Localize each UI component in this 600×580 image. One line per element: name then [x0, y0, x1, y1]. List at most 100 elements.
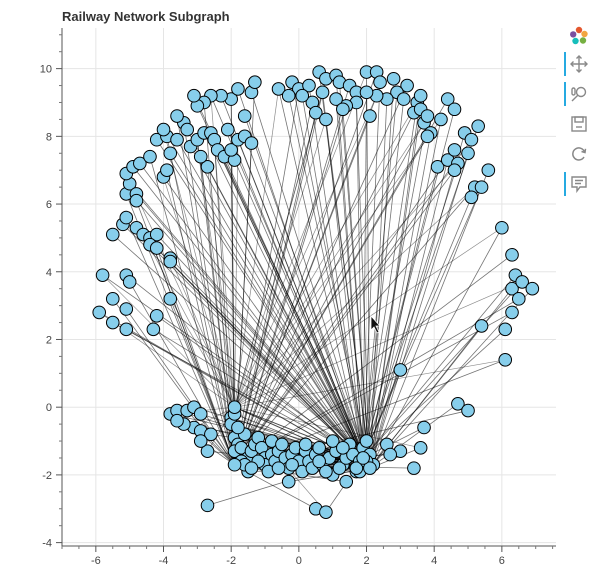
hub-node: [227, 457, 242, 472]
node: [193, 149, 208, 164]
node: [359, 85, 374, 100]
node: [373, 75, 387, 89]
node: [170, 132, 184, 147]
x-tick-label: 2: [363, 555, 369, 567]
node: [95, 268, 110, 282]
edge: [234, 102, 313, 465]
edge: [234, 102, 418, 408]
edge: [234, 85, 350, 465]
edge: [362, 92, 367, 458]
edge: [234, 163, 459, 408]
node: [244, 136, 259, 150]
node: [525, 281, 540, 296]
pan-tool-icon[interactable]: [564, 52, 592, 76]
y-tick-label: 0: [46, 402, 52, 414]
reset-tool-icon[interactable]: [566, 142, 592, 166]
hover-tool-icon[interactable]: [564, 172, 592, 196]
node: [163, 254, 178, 269]
edge: [362, 166, 438, 459]
edge: [362, 115, 428, 459]
node: [319, 505, 333, 519]
edge: [234, 71, 378, 465]
save-tool-icon[interactable]: [566, 112, 592, 136]
node: [105, 292, 120, 306]
edge: [234, 186, 476, 466]
edge: [176, 115, 235, 465]
x-tick-label: -4: [159, 555, 169, 567]
node: [105, 227, 120, 242]
edge: [234, 149, 455, 465]
x-tick-label: 4: [431, 555, 437, 567]
edge: [362, 102, 418, 459]
node: [498, 322, 513, 337]
node: [156, 122, 171, 137]
edge: [163, 129, 364, 459]
node: [339, 474, 354, 489]
edge: [234, 88, 279, 408]
edge: [288, 95, 371, 469]
node: [363, 109, 377, 123]
node: [193, 434, 208, 448]
nodes: [92, 65, 540, 519]
node: [220, 122, 235, 137]
y-tick-label: -4: [42, 538, 52, 550]
node: [413, 441, 428, 455]
edge: [369, 170, 489, 469]
edge: [234, 359, 506, 408]
edge: [301, 95, 364, 459]
edge: [369, 78, 394, 469]
node: [200, 498, 215, 513]
edge: [322, 92, 371, 469]
node: [119, 302, 134, 316]
edge: [366, 72, 371, 469]
bokeh-logo-icon[interactable]: [566, 24, 592, 48]
edge: [125, 308, 235, 465]
x-tick-label: 6: [499, 555, 505, 567]
node: [396, 92, 411, 106]
edge: [125, 173, 235, 465]
node: [119, 210, 134, 225]
y-tick-label: 10: [40, 64, 52, 76]
node: [244, 461, 259, 475]
edge: [362, 281, 523, 459]
node: [312, 454, 326, 469]
edge: [362, 82, 381, 458]
node: [180, 122, 194, 137]
node: [295, 88, 310, 103]
x-tick-label: -2: [226, 555, 236, 567]
edge: [166, 136, 235, 465]
node: [271, 461, 286, 475]
edge: [362, 99, 405, 459]
node: [451, 397, 465, 411]
mouse-cursor-icon: [370, 314, 381, 334]
edge: [139, 163, 371, 469]
node: [248, 75, 262, 89]
node: [319, 112, 333, 127]
wheel-zoom-tool-icon[interactable]: [564, 82, 592, 106]
node: [163, 146, 178, 161]
node: [92, 305, 107, 320]
node: [204, 427, 218, 442]
node: [224, 143, 238, 157]
edge: [278, 88, 364, 459]
node: [464, 190, 479, 205]
edge: [234, 105, 347, 465]
node: [325, 434, 340, 448]
edge: [234, 85, 408, 465]
edge: [122, 224, 371, 469]
edge: [362, 274, 516, 459]
node: [170, 413, 184, 428]
node: [420, 109, 435, 123]
node: [434, 112, 448, 127]
edge: [325, 119, 364, 459]
edge: [234, 115, 371, 465]
edge: [369, 132, 466, 469]
node: [413, 88, 428, 103]
node: [298, 437, 313, 452]
edge: [234, 122, 425, 465]
edge: [183, 122, 235, 465]
edge: [251, 92, 371, 469]
node: [231, 82, 245, 96]
node: [515, 275, 529, 289]
